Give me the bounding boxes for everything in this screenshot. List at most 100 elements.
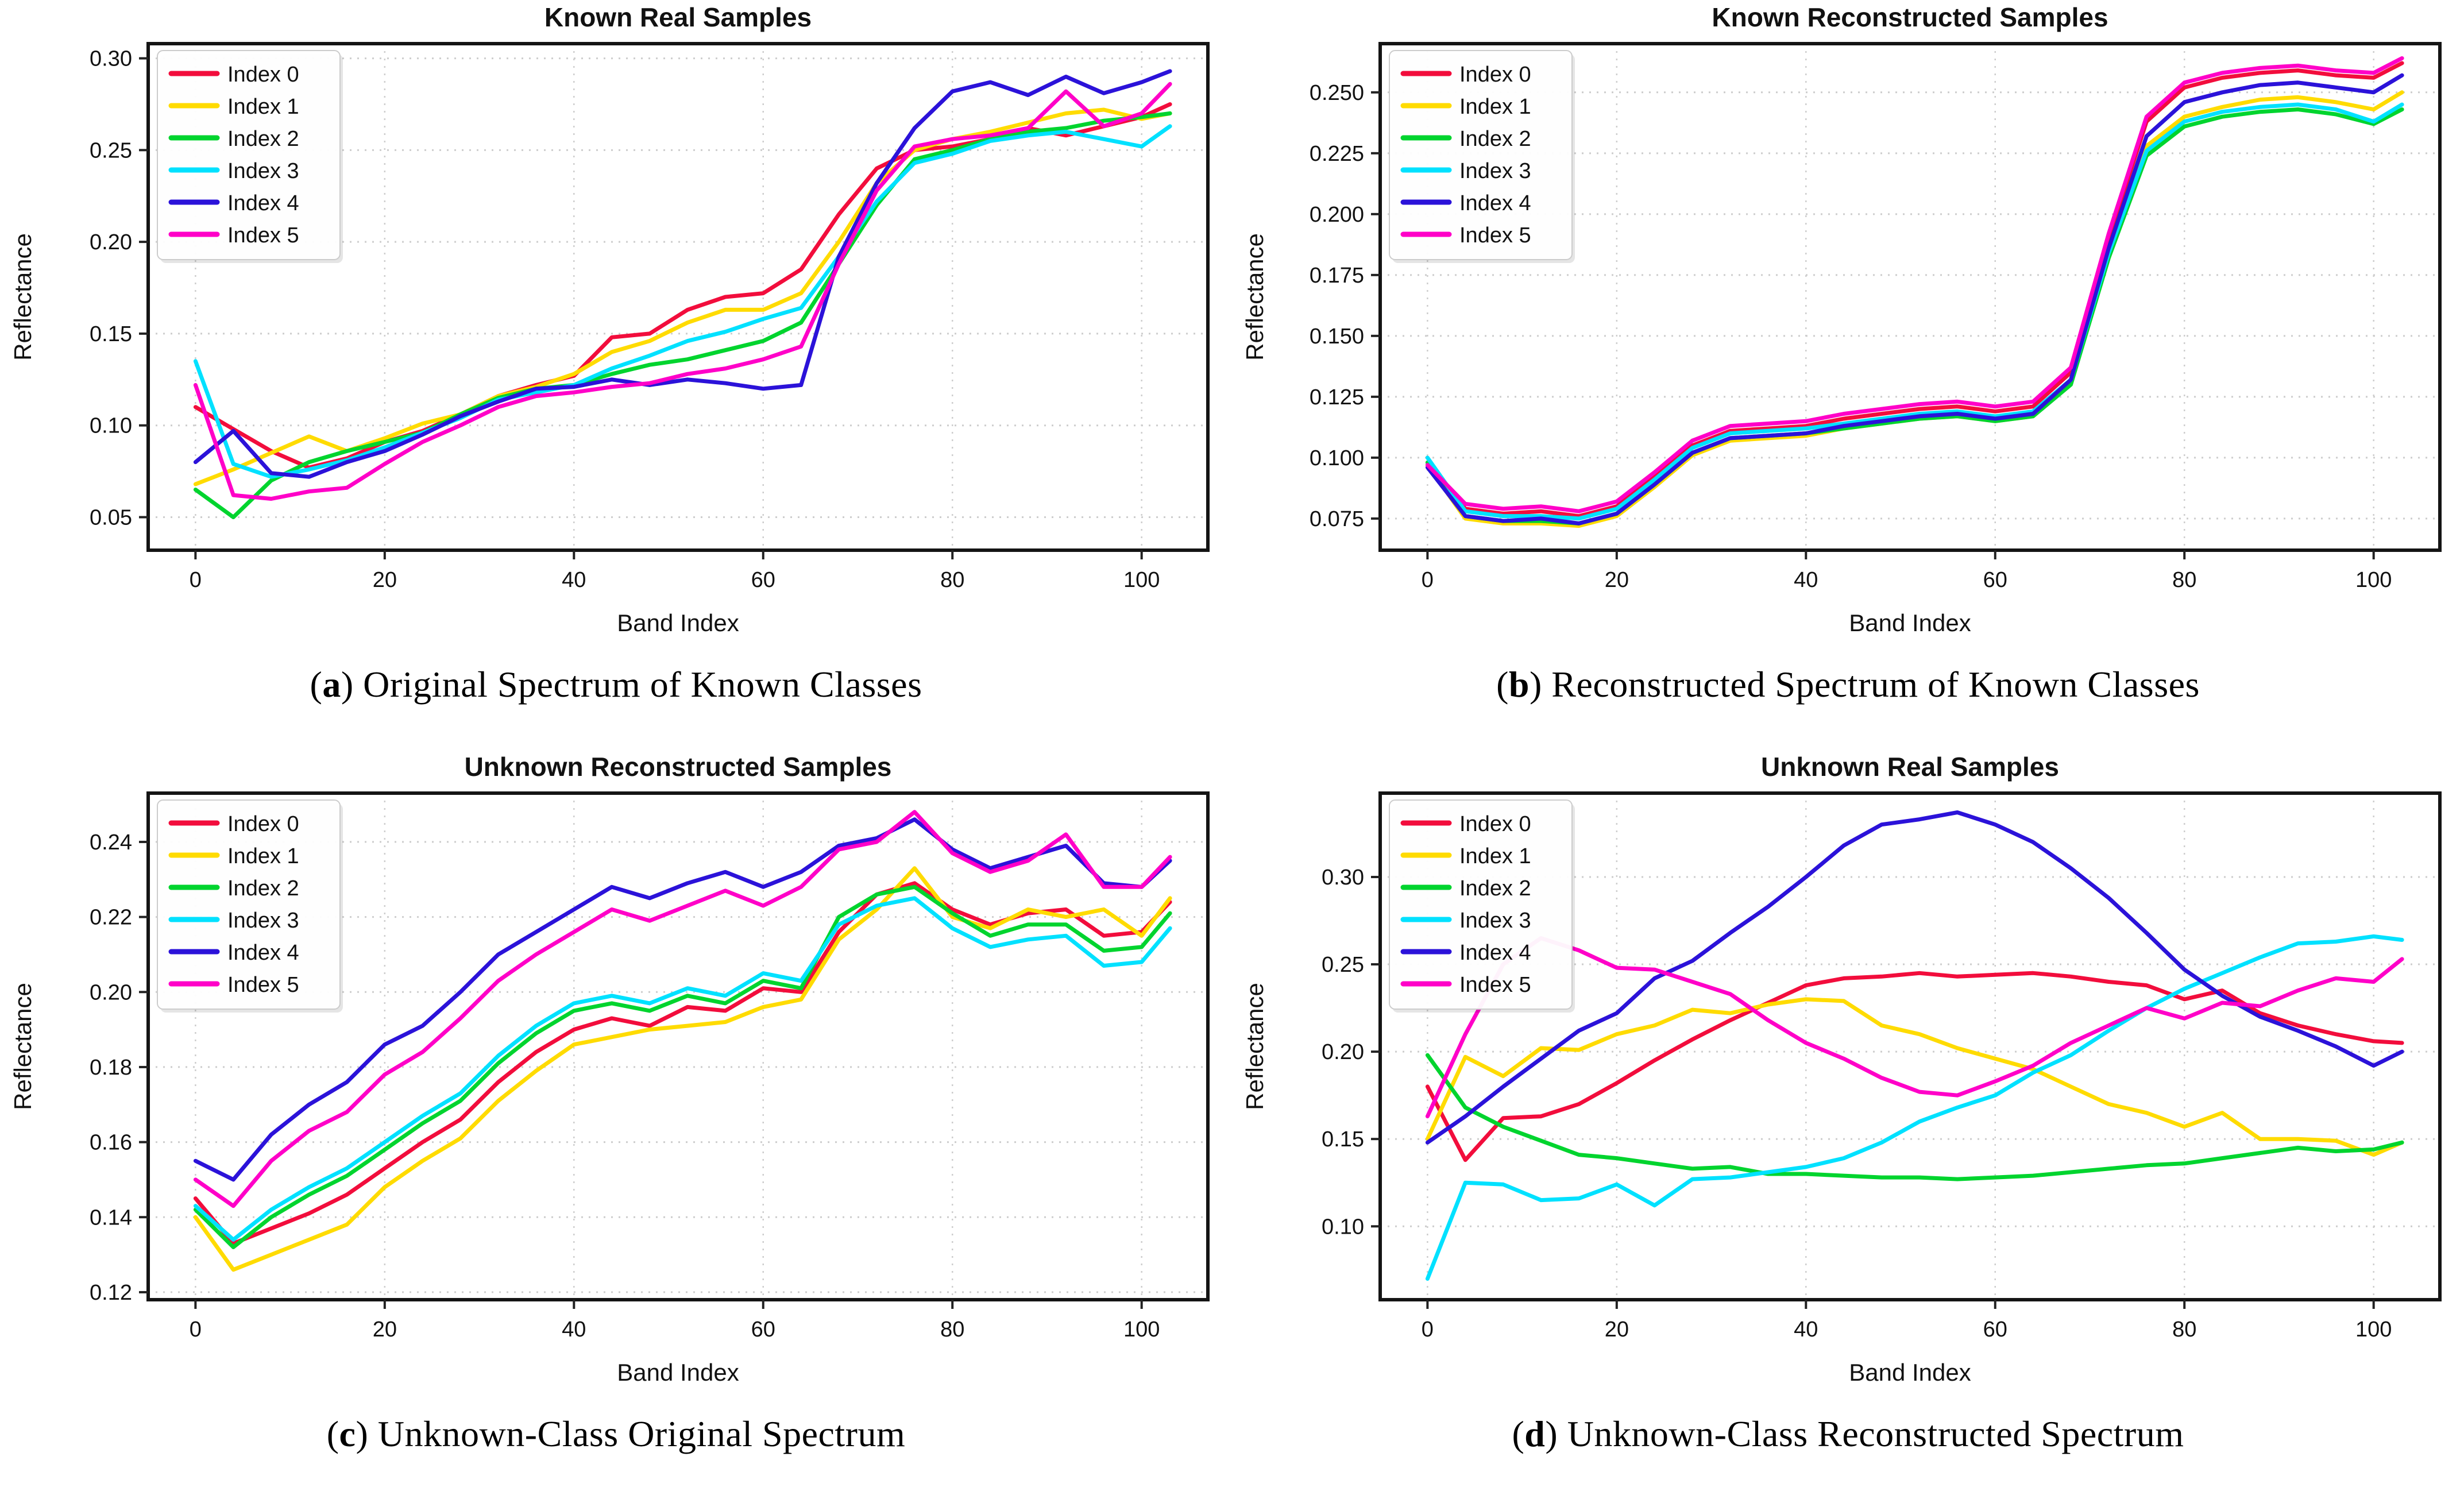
series-line-index-2: [193, 884, 1172, 1249]
y-tick-label: 0.18: [90, 1056, 132, 1080]
y-axis-label: Reflectance: [9, 983, 36, 1110]
caption-a: (a) Original Spectrum of Known Classes: [0, 640, 1232, 750]
series-line-index-1: [193, 866, 1172, 1272]
axes: 0.05 0.10 0.15 0.20 0.25 0.30 0 20 40 60 80 100: [90, 42, 1210, 592]
caption-a-open: (: [310, 664, 323, 705]
series-line-index-5: [1425, 56, 2404, 513]
x-tick-label: 100: [2355, 568, 2392, 592]
legend-label-index-3: Index 3: [1459, 159, 1531, 183]
subplot-c: 0.12 0.14 0.16 0.18 0.20 0.22 0.24 0 20 40 60 80 100…: [0, 750, 1232, 1499]
series-line-index-4: [1425, 810, 2404, 1145]
caption-a-letter: a: [322, 664, 341, 705]
caption-a-close: ): [341, 664, 364, 705]
y-tick-label: 0.10: [90, 414, 132, 438]
caption-d-close: ): [1545, 1413, 1567, 1454]
legend-label-index-4: Index 4: [1459, 191, 1531, 215]
y-axis-label: Reflectance: [9, 233, 36, 361]
chart-title: Unknown Reconstructed Samples: [465, 752, 892, 782]
legend-label-index-0: Index 0: [227, 812, 299, 836]
series-line-index-2: [1425, 1053, 2404, 1181]
y-tick-label: 0.25: [90, 138, 132, 163]
x-tick-label: 60: [1983, 568, 2007, 592]
series-line-index-5: [193, 82, 1172, 501]
y-axis-label: Reflectance: [1241, 983, 1268, 1110]
x-tick-label: 100: [1123, 568, 1160, 592]
legend-label-index-3: Index 3: [227, 159, 299, 183]
x-tick-label: 100: [2355, 1318, 2392, 1342]
y-tick-label: 0.16: [90, 1131, 132, 1155]
y-tick-label: 0.14: [90, 1206, 132, 1230]
subplot-a: 0.05 0.10 0.15 0.20 0.25 0.30 0 20 40 60 80 100 Know…: [0, 0, 1232, 750]
legend: Index 0 Index 1 Index 2 Index 3 Index 4 Index…: [1389, 799, 1575, 1013]
series-line-index-1: [1425, 997, 2404, 1157]
series-line-index-4: [1425, 73, 2404, 526]
legend-label-index-4: Index 4: [1459, 941, 1531, 965]
x-tick-label: 80: [2172, 1318, 2196, 1342]
legend-label-index-5: Index 5: [227, 973, 299, 997]
legend-label-index-2: Index 2: [1459, 876, 1531, 901]
y-tick-label: 0.150: [1310, 324, 1364, 349]
x-tick-label: 0: [190, 568, 202, 592]
chart-svg-d: 0.10 0.15 0.20 0.25 0.30 0 20 40 60 80 100 Unknown …: [1241, 752, 2442, 1386]
series-lines: [1425, 810, 2404, 1281]
caption-c: (c) Unknown-Class Original Spectrum: [0, 1390, 1232, 1499]
x-tick-label: 0: [1422, 568, 1434, 592]
x-tick-label: 80: [940, 568, 964, 592]
y-tick-label: 0.075: [1310, 507, 1364, 531]
x-tick-label: 80: [940, 1318, 964, 1342]
x-tick-label: 20: [1605, 568, 1629, 592]
caption-b-text: Reconstructed Spectrum of Known Classes: [1551, 664, 2200, 705]
axes: 0.075 0.100 0.125 0.150 0.175 0.200 0.225 0.250…: [1310, 42, 2442, 592]
y-tick-label: 0.10: [1322, 1215, 1364, 1239]
caption-d-text: Unknown-Class Reconstructed Spectrum: [1567, 1413, 2184, 1454]
chart-canvas-c: 0.12 0.14 0.16 0.18 0.20 0.22 0.24 0 20 40 60 80 100…: [0, 750, 1232, 1390]
series-lines: [1425, 56, 2404, 528]
y-tick-label: 0.20: [1322, 1040, 1364, 1064]
caption-c-text: Unknown-Class Original Spectrum: [377, 1413, 906, 1454]
chart-title: Known Reconstructed Samples: [1712, 2, 2108, 32]
x-axis-label: Band Index: [617, 609, 739, 636]
y-tick-label: 0.30: [1322, 866, 1364, 890]
x-axis-label: Band Index: [1849, 609, 1971, 636]
caption-c-open: (: [326, 1413, 339, 1454]
x-tick-label: 40: [562, 568, 586, 592]
series-lines: [193, 810, 1172, 1272]
legend: Index 0 Index 1 Index 2 Index 3 Index 4 Index…: [157, 50, 343, 263]
legend-label-index-2: Index 2: [227, 127, 299, 151]
y-tick-label: 0.15: [1322, 1127, 1364, 1152]
x-tick-label: 60: [751, 568, 775, 592]
legend-label-index-5: Index 5: [227, 223, 299, 248]
series-line-index-3: [193, 124, 1172, 479]
y-tick-label: 0.05: [90, 505, 132, 530]
caption-d-letter: d: [1524, 1413, 1546, 1454]
x-tick-label: 80: [2172, 568, 2196, 592]
series-line-index-4: [193, 69, 1172, 479]
series-line-index-3: [193, 896, 1172, 1242]
caption-d: (d) Unknown-Class Reconstructed Spectrum: [1232, 1390, 2464, 1499]
series-line-index-0: [1425, 61, 2404, 519]
x-tick-label: 40: [562, 1318, 586, 1342]
caption-b-close: ): [1529, 664, 1552, 705]
series-line-index-5: [193, 810, 1172, 1208]
chart-svg-b: 0.075 0.100 0.125 0.150 0.175 0.200 0.225 0.250…: [1241, 2, 2442, 636]
y-tick-label: 0.250: [1310, 81, 1364, 105]
x-tick-label: 20: [1605, 1318, 1629, 1342]
x-tick-label: 20: [373, 568, 397, 592]
legend: Index 0 Index 1 Index 2 Index 3 Index 4 Index…: [157, 799, 343, 1013]
y-tick-label: 0.22: [90, 906, 132, 930]
legend-label-index-2: Index 2: [227, 876, 299, 901]
legend-label-index-0: Index 0: [1459, 63, 1531, 87]
chart-svg-a: 0.05 0.10 0.15 0.20 0.25 0.30 0 20 40 60 80 100 Know…: [9, 2, 1210, 636]
y-tick-label: 0.20: [90, 230, 132, 254]
y-tick-label: 0.20: [90, 980, 132, 1005]
legend-label-index-4: Index 4: [227, 941, 299, 965]
series-line-index-5: [1425, 936, 2404, 1119]
x-tick-label: 60: [1983, 1318, 2007, 1342]
legend-label-index-1: Index 1: [1459, 95, 1531, 119]
y-tick-label: 0.15: [90, 322, 132, 346]
chart-canvas-a: 0.05 0.10 0.15 0.20 0.25 0.30 0 20 40 60 80 100 Know…: [0, 0, 1232, 640]
legend-label-index-5: Index 5: [1459, 973, 1531, 997]
x-tick-label: 0: [190, 1318, 202, 1342]
